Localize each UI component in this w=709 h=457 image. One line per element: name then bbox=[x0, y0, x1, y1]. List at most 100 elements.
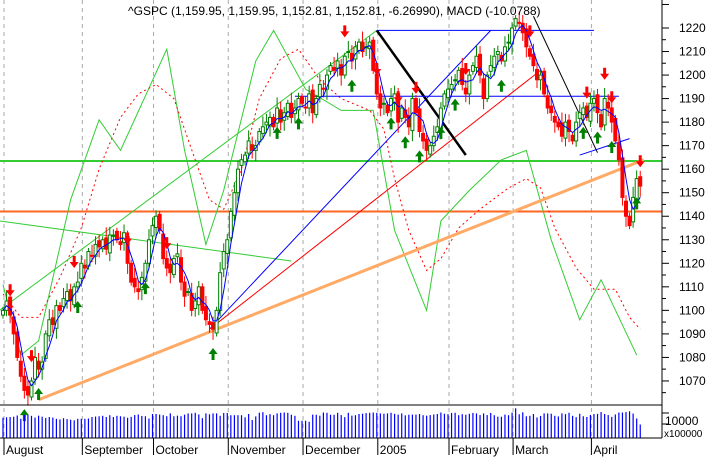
y-tick-label: 1180 bbox=[679, 115, 705, 129]
candle-down bbox=[278, 109, 283, 123]
candle-down bbox=[114, 230, 119, 241]
candle-down bbox=[300, 96, 305, 104]
candle-down bbox=[378, 93, 383, 109]
sell-arrow-icon bbox=[393, 91, 403, 104]
candle-down bbox=[118, 241, 123, 245]
candle-down bbox=[15, 331, 20, 358]
sell-arrow-icon bbox=[607, 91, 617, 104]
horizontal-levels bbox=[0, 159, 662, 213]
candle-down bbox=[36, 360, 41, 370]
macd-indicator bbox=[2, 29, 641, 356]
candle-up bbox=[492, 55, 497, 69]
macd-line bbox=[2, 29, 638, 356]
sell-arrow-icon bbox=[162, 237, 172, 250]
candle-up bbox=[257, 131, 262, 143]
candle-up bbox=[235, 168, 240, 194]
buy-arrow-icon bbox=[496, 79, 506, 92]
candle-up bbox=[54, 305, 59, 329]
candle-up bbox=[446, 88, 450, 99]
buy-arrow-icon bbox=[450, 98, 460, 111]
candle-up bbox=[1, 309, 5, 316]
candle-down bbox=[460, 67, 465, 85]
candle-up bbox=[495, 51, 500, 55]
candle-up bbox=[150, 225, 155, 237]
candle-up bbox=[268, 116, 272, 127]
candle-down bbox=[567, 119, 572, 133]
y-tick-label: 1100 bbox=[679, 303, 705, 317]
candle-down bbox=[303, 106, 308, 109]
candle-up bbox=[61, 298, 66, 308]
sell-arrow-icon bbox=[123, 232, 133, 245]
buy-arrow-icon bbox=[293, 117, 303, 130]
candle-down bbox=[481, 78, 486, 100]
candle-up bbox=[431, 135, 436, 147]
volume-bars bbox=[2, 408, 669, 438]
volume-unit-label: x100000 bbox=[664, 429, 703, 440]
y-tick-label: 1210 bbox=[679, 45, 706, 59]
candle-down bbox=[104, 237, 109, 250]
trendlines bbox=[0, 16, 645, 402]
candle-up bbox=[296, 98, 301, 111]
sell-arrow-icon bbox=[461, 63, 471, 76]
trendline bbox=[532, 16, 598, 153]
candle-down bbox=[168, 263, 173, 274]
buy-arrow-icon bbox=[73, 300, 83, 313]
candle-down bbox=[616, 142, 621, 161]
y-tick-label: 1110 bbox=[679, 280, 704, 294]
candle-up bbox=[243, 154, 248, 163]
candle-up bbox=[225, 239, 230, 254]
candle-down bbox=[289, 102, 294, 118]
candle-down bbox=[584, 105, 589, 118]
candle-down bbox=[25, 386, 30, 396]
buy-arrow-icon bbox=[607, 140, 617, 153]
candle-up bbox=[474, 55, 479, 69]
candle-up bbox=[93, 243, 98, 257]
candle-down bbox=[478, 53, 483, 76]
candle-down bbox=[339, 64, 344, 76]
trendline bbox=[579, 138, 630, 156]
buy-arrow-icon bbox=[415, 150, 425, 163]
candle-down bbox=[627, 215, 632, 227]
candle-up bbox=[221, 251, 226, 270]
candle-down bbox=[599, 114, 604, 128]
candle-up bbox=[75, 281, 80, 288]
candle-up bbox=[79, 262, 84, 279]
candle-up bbox=[47, 319, 52, 337]
candle-down bbox=[559, 122, 564, 137]
candle-down bbox=[549, 105, 554, 114]
candle-down bbox=[606, 101, 611, 109]
x-tick-label: December bbox=[305, 443, 360, 457]
candle-down bbox=[570, 134, 575, 142]
sell-arrow-icon bbox=[69, 256, 79, 269]
candle-up bbox=[193, 300, 198, 309]
trendline bbox=[38, 158, 645, 402]
candle-up bbox=[577, 112, 582, 119]
sell-arrow-icon bbox=[340, 25, 350, 38]
candle-up bbox=[485, 74, 490, 100]
candle-up bbox=[260, 126, 265, 134]
y-tick-label: 1080 bbox=[679, 350, 706, 364]
candle-up bbox=[602, 98, 607, 126]
candle-down bbox=[18, 360, 23, 377]
candle-down bbox=[157, 213, 162, 231]
chart-title: ^GSPC (1,159.95, 1,159.95, 1,152.81, 1,1… bbox=[128, 4, 541, 18]
candle-down bbox=[57, 305, 62, 311]
candle-up bbox=[285, 102, 290, 117]
candle-up bbox=[506, 41, 511, 44]
candle-down bbox=[50, 317, 55, 325]
buy-arrow-icon bbox=[632, 197, 642, 210]
x-tick-label: April bbox=[593, 443, 617, 457]
x-tick-label: 2005 bbox=[380, 443, 407, 457]
y-tick-label: 1160 bbox=[679, 162, 705, 176]
buy-arrow-icon bbox=[593, 131, 603, 144]
candle-down bbox=[250, 144, 255, 151]
signal-arrows bbox=[5, 25, 645, 422]
candle-down bbox=[624, 200, 628, 217]
candle-up bbox=[100, 239, 105, 250]
candle-up bbox=[171, 258, 176, 276]
candle-up bbox=[563, 121, 568, 139]
y-tick-label: 1220 bbox=[679, 21, 706, 35]
candle-down bbox=[413, 98, 418, 114]
x-tick-label: October bbox=[156, 443, 199, 457]
sell-arrow-icon bbox=[600, 67, 610, 80]
